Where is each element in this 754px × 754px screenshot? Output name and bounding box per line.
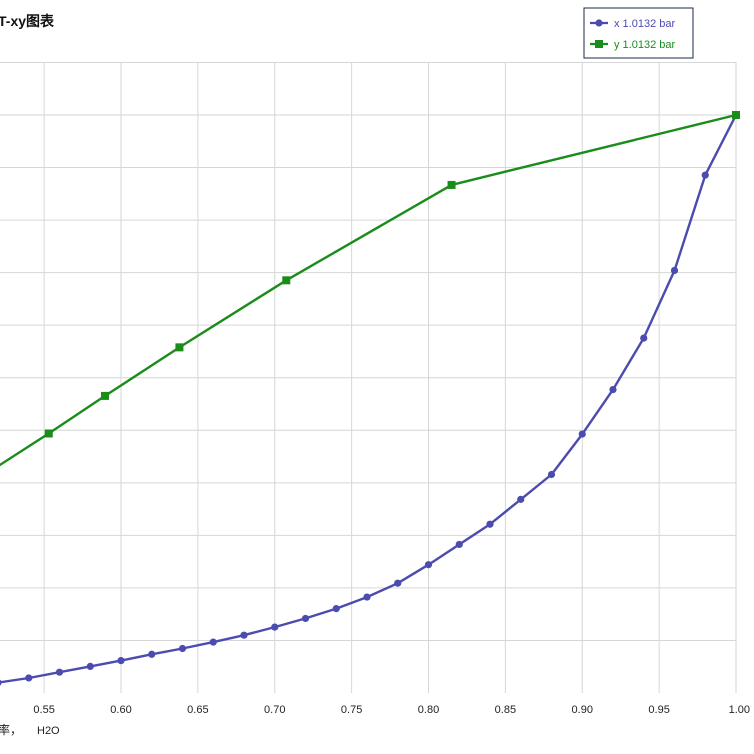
data-point	[240, 631, 248, 639]
legend-box	[583, 7, 694, 59]
data-point	[578, 430, 586, 438]
x-tick-label: 0.95	[648, 704, 669, 716]
data-point	[117, 657, 125, 665]
data-point	[670, 266, 679, 275]
x-tick-label: 0.85	[495, 704, 516, 716]
x-tick-label: 1.00	[729, 704, 750, 716]
legend-marker	[595, 19, 603, 27]
data-point	[332, 605, 340, 613]
data-point	[486, 520, 494, 528]
x-tick-label: 0.65	[187, 704, 208, 716]
data-point	[547, 470, 556, 479]
series-layer	[0, 111, 740, 686]
legend[interactable]: x 1.0132 bar y 1.0132 bar	[583, 7, 694, 59]
data-point	[86, 662, 94, 671]
legend-label: y 1.0132 bar	[614, 39, 675, 51]
legend-marker	[595, 40, 603, 48]
x-tick-label: 0.80	[418, 704, 439, 716]
data-point	[25, 674, 33, 682]
data-point	[732, 111, 740, 119]
x-tick-label: 0.70	[264, 704, 285, 716]
x-tick-label: 0.60	[110, 704, 131, 716]
data-point	[55, 668, 64, 676]
data-point	[455, 540, 463, 549]
x-tick-labels: 0.55 0.60 0.65 0.70 0.75 0.80 0.85 0.90 0.95 1.00	[33, 704, 750, 716]
data-point	[271, 623, 279, 631]
data-point	[101, 391, 110, 400]
grid	[0, 61, 737, 693]
data-point	[0, 679, 2, 686]
series-x	[0, 111, 740, 686]
data-point	[363, 593, 371, 601]
legend-item[interactable]: x 1.0132 bar	[590, 18, 675, 30]
x-tick-label: 0.75	[341, 704, 362, 716]
data-point	[148, 650, 156, 658]
data-point	[209, 638, 217, 646]
data-point	[701, 171, 709, 179]
data-point	[178, 644, 187, 653]
legend-item[interactable]: y 1.0132 bar	[590, 39, 675, 51]
x-tick-label: 0.55	[33, 704, 54, 716]
data-point	[424, 561, 433, 569]
data-point	[609, 385, 617, 394]
series-line	[0, 113, 737, 467]
data-point	[301, 614, 310, 623]
legend-label: x 1.0132 bar	[614, 18, 675, 30]
data-point	[282, 276, 291, 285]
x-tick-label: 0.90	[572, 704, 593, 716]
x-axis-component: H2O	[37, 725, 60, 737]
chart-title: T-xy图表	[0, 13, 55, 29]
data-point	[517, 495, 525, 503]
data-point	[175, 343, 184, 352]
x-axis-label: 率，	[0, 722, 22, 737]
data-point	[447, 180, 456, 189]
data-point	[640, 334, 648, 342]
series-y	[0, 111, 740, 467]
data-point	[44, 429, 53, 438]
data-point	[394, 579, 402, 587]
